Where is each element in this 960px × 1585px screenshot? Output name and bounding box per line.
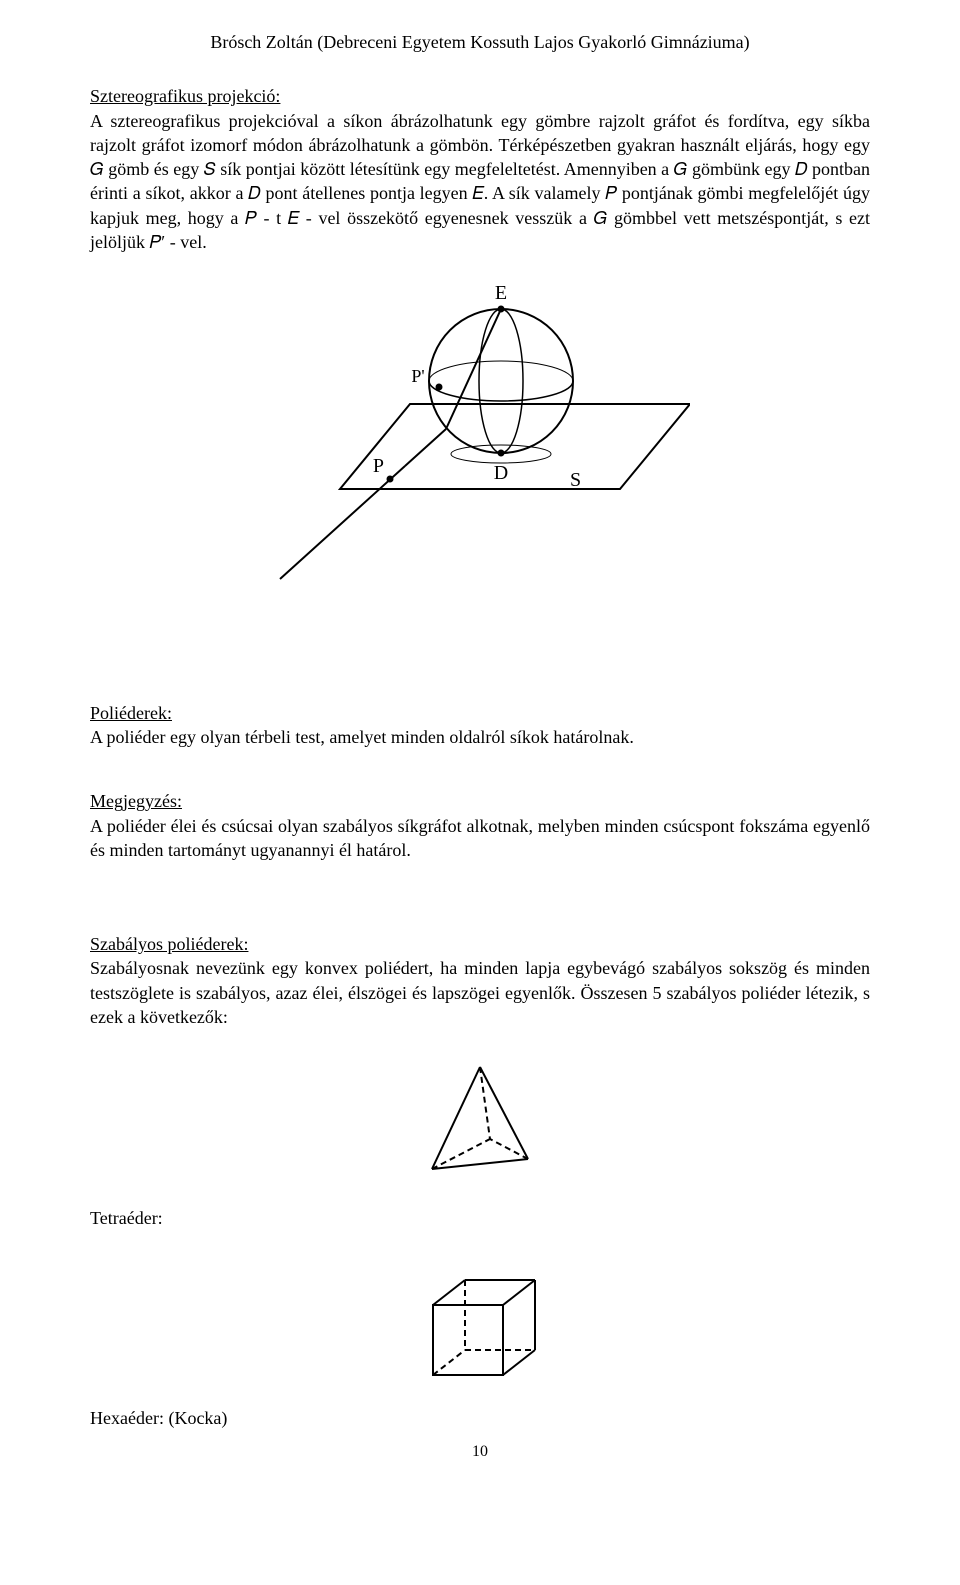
point-pprime bbox=[436, 384, 443, 391]
sphere-vertical-circle bbox=[479, 309, 523, 453]
section-text-note: A poliéder élei és csúcsai olyan szabály… bbox=[90, 816, 870, 860]
stereographic-diagram: E P' P D S bbox=[90, 274, 870, 590]
cube-figure bbox=[90, 1270, 870, 1396]
page-header: Brósch Zoltán (Debreceni Egyetem Kossuth… bbox=[90, 30, 870, 54]
point-d bbox=[498, 450, 505, 457]
section-polyhedra: Poliéderek: A poliéder egy olyan térbeli… bbox=[90, 701, 870, 750]
page-number: 10 bbox=[90, 1441, 870, 1463]
projection-line-mid bbox=[405, 429, 446, 466]
section-heading-note: Megjegyzés: bbox=[90, 791, 182, 811]
section-text-stereographic: A sztereografikus projekcióval a síkon á… bbox=[90, 111, 870, 252]
tetra-edge-1 bbox=[432, 1067, 480, 1169]
sphere-equator-back bbox=[429, 361, 573, 381]
label-s: S bbox=[570, 469, 581, 491]
sphere-outline bbox=[429, 309, 573, 453]
section-regular: Szabályos poliéderek: Szabályosnak nevez… bbox=[90, 932, 870, 1029]
point-e bbox=[498, 306, 505, 313]
label-pprime: P' bbox=[411, 366, 424, 386]
section-text-polyhedra: A poliéder egy olyan térbeli test, amely… bbox=[90, 727, 634, 747]
tetra-edge-2 bbox=[480, 1067, 528, 1159]
tetrahedron-figure bbox=[90, 1059, 870, 1195]
sphere-equator-front bbox=[429, 381, 573, 401]
stereographic-svg: E P' P D S bbox=[270, 274, 690, 584]
label-d: D bbox=[494, 462, 508, 484]
section-heading-regular: Szabályos poliéderek: bbox=[90, 934, 248, 954]
projection-line-lower bbox=[280, 466, 405, 579]
cube-conn-br bbox=[503, 1350, 535, 1375]
section-note: Megjegyzés: A poliéder élei és csúcsai o… bbox=[90, 789, 870, 862]
cube-conn-bl-hidden bbox=[433, 1350, 465, 1375]
tetra-label-row: Tetraéder: bbox=[90, 1206, 870, 1230]
cube-conn-tr bbox=[503, 1280, 535, 1305]
cube-front-face bbox=[433, 1305, 503, 1375]
tetra-edge-3 bbox=[432, 1159, 528, 1169]
cube-svg bbox=[415, 1270, 545, 1390]
section-heading-stereographic: Sztereografikus projekció: bbox=[90, 86, 280, 106]
point-p bbox=[387, 476, 394, 483]
cube-conn-tl bbox=[433, 1280, 465, 1305]
label-p: P bbox=[373, 455, 384, 477]
section-text-regular: Szabályosnak nevezünk egy konvex poliéde… bbox=[90, 958, 870, 1027]
hexahedron-label: Hexaéder: (Kocka) bbox=[90, 1406, 227, 1430]
section-stereographic: Sztereografikus projekció: A sztereograf… bbox=[90, 84, 870, 254]
tetrahedron-svg bbox=[410, 1059, 550, 1189]
hexa-label-row: Hexaéder: (Kocka) bbox=[90, 1406, 870, 1430]
section-heading-polyhedra: Poliéderek: bbox=[90, 703, 172, 723]
label-e: E bbox=[495, 282, 507, 304]
tetrahedron-label: Tetraéder: bbox=[90, 1206, 163, 1230]
